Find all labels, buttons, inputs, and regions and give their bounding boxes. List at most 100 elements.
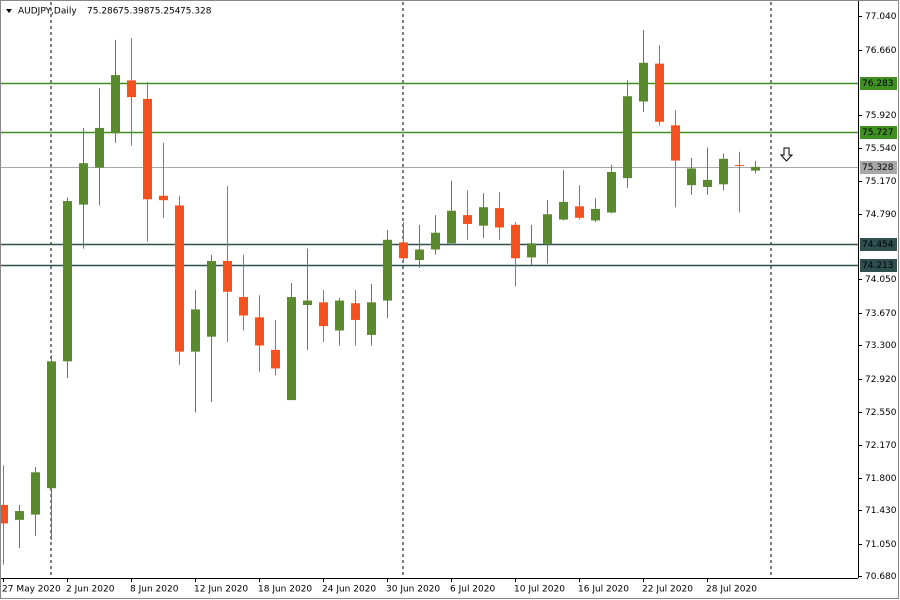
candle-body — [79, 163, 88, 205]
x-tick-label: 30 Jun 2020 — [386, 585, 440, 595]
level-label: 75.328 — [862, 163, 894, 173]
candle-body — [239, 297, 248, 316]
candle-body — [703, 179, 712, 187]
candle-body — [0, 504, 8, 524]
header-high: 75.398 — [118, 7, 150, 17]
candle-body — [47, 361, 56, 489]
y-tick-label: 74.790 — [865, 210, 897, 220]
symbol: AUDJPY,Daily — [18, 7, 77, 17]
x-tick-label: 16 Jul 2020 — [578, 585, 629, 595]
candle-body — [255, 317, 264, 346]
level-label: 74.213 — [862, 261, 894, 271]
candles — [0, 30, 760, 565]
candle-body — [351, 303, 360, 320]
y-tick-label: 76.660 — [865, 46, 897, 56]
candle-body — [271, 349, 280, 369]
candle-body — [287, 297, 296, 401]
candle-body — [735, 164, 744, 166]
header-triangle — [6, 9, 12, 13]
x-tick-label: 24 Jun 2020 — [322, 585, 376, 595]
y-tick-label: 73.300 — [865, 341, 897, 351]
level-label: 74.454 — [862, 240, 894, 250]
x-tick-label: 10 Jul 2020 — [514, 585, 565, 595]
candle-body — [319, 302, 328, 327]
x-tick-label: 8 Jun 2020 — [130, 585, 179, 595]
x-tick-label: 12 Jun 2020 — [194, 585, 248, 595]
candle-body — [367, 302, 376, 335]
candle-body — [719, 158, 728, 185]
candle-body — [31, 472, 40, 515]
level-label-box — [860, 161, 897, 174]
candle-body — [335, 300, 344, 331]
candle-body — [607, 171, 616, 213]
y-tick-label: 70.680 — [865, 572, 897, 582]
y-tick-label: 72.920 — [865, 375, 897, 385]
x-tick-label: 6 Jul 2020 — [450, 585, 495, 595]
x-tick-label: 27 May 2020 — [2, 585, 61, 595]
candle-body — [687, 168, 696, 186]
candle-body — [207, 260, 216, 337]
candle-body — [431, 232, 440, 250]
level-label: 76.283 — [862, 79, 894, 89]
candle-body — [223, 260, 232, 292]
level-label-box — [860, 126, 897, 139]
y-tick-label: 77.040 — [865, 12, 897, 22]
candle-body — [399, 242, 408, 259]
y-tick-label: 75.920 — [865, 111, 897, 121]
candle-body — [415, 249, 424, 261]
y-tick-label: 71.430 — [865, 506, 897, 516]
x-tick-label: 2 Jun 2020 — [66, 585, 115, 595]
level-label-box — [860, 259, 897, 272]
header-open: 75.286 — [87, 7, 119, 17]
candle-body — [447, 210, 456, 244]
y-tick-label: 75.540 — [865, 144, 897, 154]
level-label-box — [860, 238, 897, 251]
candle-body — [159, 195, 168, 201]
sell-arrow — [779, 147, 794, 162]
candle-body — [463, 215, 472, 224]
level-label: 75.727 — [862, 128, 894, 138]
candle-body — [559, 201, 568, 220]
candle-body — [575, 206, 584, 218]
header: AUDJPY,Daily 75.286 75.398 75.254 75.328 — [18, 7, 212, 17]
candle-body — [751, 166, 760, 171]
candle-body — [671, 125, 680, 161]
candle-body — [383, 239, 392, 301]
y-tick-label: 73.670 — [865, 309, 897, 319]
x-tick-label: 22 Jul 2020 — [642, 585, 693, 595]
candle-body — [543, 214, 552, 245]
candle-body — [511, 224, 520, 259]
y-tick-label: 71.800 — [865, 474, 897, 484]
header-close: 75.328 — [180, 7, 212, 17]
candle-body — [63, 201, 72, 362]
level-label-box — [860, 77, 897, 90]
candle-body — [479, 207, 488, 226]
y-tick-label: 75.170 — [865, 177, 897, 187]
candle-body — [111, 75, 120, 134]
y-tick-label: 74.050 — [865, 275, 897, 285]
header-low: 75.254 — [149, 7, 181, 17]
y-tick-label: 72.550 — [865, 408, 897, 418]
x-tick-label: 18 Jun 2020 — [258, 585, 312, 595]
candle-body — [591, 208, 600, 221]
y-tick-label: 71.050 — [865, 540, 897, 550]
candle-body — [143, 98, 152, 200]
candle-body — [623, 96, 632, 179]
candle-body — [639, 62, 648, 102]
y-tick-label: 72.170 — [865, 441, 897, 451]
candle-body — [527, 243, 536, 258]
candle-body — [127, 80, 136, 98]
candle-body — [495, 208, 504, 228]
candle-body — [15, 511, 24, 520]
axes: 77.040 76.660 75.920 75.540 75.170 74.790 74.0… — [2, 12, 897, 595]
candle-body — [191, 309, 200, 352]
candle-body — [655, 63, 664, 122]
candle-body — [175, 205, 184, 352]
candle-body — [95, 127, 104, 168]
levels — [0, 82, 858, 267]
candle-body — [303, 300, 312, 305]
x-tick-label: 28 Jul 2020 — [706, 585, 757, 595]
